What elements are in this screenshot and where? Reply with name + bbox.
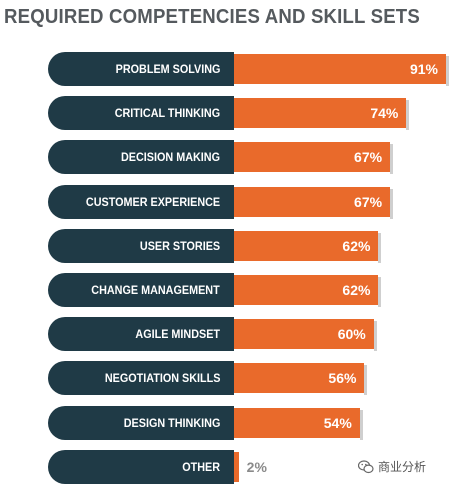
- category-label: OTHER: [182, 459, 220, 474]
- bar-fill: [234, 98, 407, 129]
- category-label-pill: USER STORIES: [48, 228, 234, 263]
- value-label: 62%: [342, 237, 371, 254]
- bar-fill: [234, 186, 391, 217]
- category-label-pill: AGILE MINDSET: [48, 317, 234, 352]
- category-label: PROBLEM SOLVING: [115, 62, 220, 76]
- category-label: AGILE MINDSET: [135, 327, 220, 342]
- bar-fill: [234, 142, 391, 173]
- value-label: 74%: [370, 105, 399, 122]
- bar: 54%: [234, 407, 363, 440]
- category-label: DECISION MAKING: [120, 150, 220, 165]
- value-label: 91%: [409, 61, 438, 77]
- value-label: 60%: [337, 326, 366, 343]
- category-label-pill: DESIGN THINKING: [48, 405, 234, 440]
- bar: 67%: [234, 186, 394, 219]
- category-label-pill: DECISION MAKING: [48, 140, 234, 175]
- bar: 2%: [234, 451, 267, 482]
- bar-shadow: [378, 277, 382, 307]
- bar-fill: [234, 407, 360, 438]
- category-label: CHANGE MANAGEMENT: [91, 283, 220, 297]
- bar-shadow: [406, 100, 410, 131]
- bar-shadow: [378, 232, 382, 263]
- bar-shadow: [364, 365, 368, 396]
- category-label-pill: CHANGE MANAGEMENT: [48, 273, 234, 307]
- bar: 91%: [234, 54, 449, 86]
- bar: 62%: [234, 275, 382, 307]
- wechat-icon: [358, 459, 374, 473]
- bar-shadow: [359, 409, 363, 440]
- category-label: CRITICAL THINKING: [114, 106, 220, 121]
- bar-fill: [234, 451, 239, 482]
- value-label: 62%: [342, 282, 371, 298]
- value-label: 56%: [328, 370, 357, 387]
- bar-shadow: [446, 56, 449, 86]
- category-label-pill: PROBLEM SOLVING: [48, 52, 234, 86]
- value-label: 2%: [246, 458, 267, 475]
- category-label-pill: NEGOTIATION SKILLS: [48, 361, 234, 396]
- bar-shadow: [390, 144, 394, 175]
- bar-fill: [234, 275, 379, 305]
- bar: 60%: [234, 319, 377, 352]
- bar-fill: [234, 54, 446, 84]
- bar: 56%: [234, 363, 368, 396]
- category-label: USER STORIES: [139, 238, 220, 253]
- watermark-text: 商业分析: [378, 460, 427, 474]
- bar-fill: [234, 319, 374, 350]
- watermark: 商业分析: [358, 458, 426, 475]
- bar-shadow: [390, 188, 394, 219]
- bar-shadow: [373, 321, 377, 352]
- bar-fill: [234, 230, 379, 261]
- value-label: 54%: [323, 414, 352, 431]
- bar: 74%: [234, 98, 410, 131]
- category-label-pill: CUSTOMER EXPERIENCE: [48, 184, 234, 219]
- category-label-pill: OTHER: [48, 449, 234, 484]
- chart-title: REQUIRED COMPETENCIES AND SKILL SETS: [4, 6, 420, 28]
- category-label: CUSTOMER EXPERIENCE: [85, 194, 220, 209]
- category-label: DESIGN THINKING: [123, 415, 220, 430]
- value-label: 67%: [354, 149, 383, 166]
- bar-fill: [234, 363, 365, 394]
- value-label: 67%: [354, 193, 383, 210]
- category-label-pill: CRITICAL THINKING: [48, 96, 234, 131]
- bar: 67%: [234, 142, 394, 175]
- bar: 62%: [234, 230, 382, 263]
- category-label: NEGOTIATION SKILLS: [104, 371, 220, 386]
